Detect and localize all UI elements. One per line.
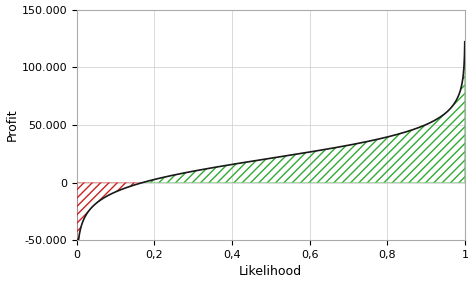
X-axis label: Likelihood: Likelihood bbox=[239, 266, 302, 278]
Y-axis label: Profit: Profit bbox=[6, 108, 18, 141]
